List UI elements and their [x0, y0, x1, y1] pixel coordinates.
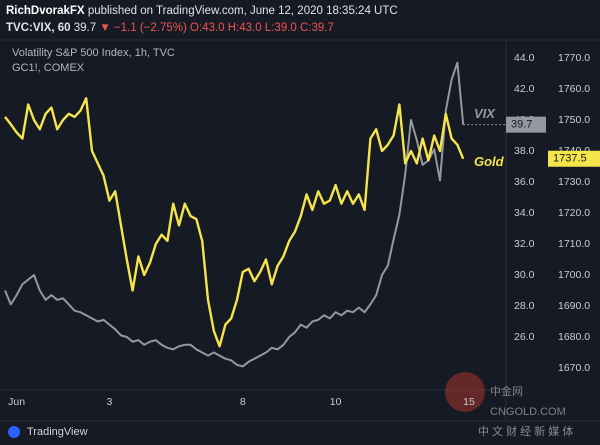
- y-tick-label: 34.0: [514, 207, 535, 219]
- y-tick-label: 44.0: [514, 52, 535, 64]
- y-tick-label: 28.0: [514, 300, 535, 312]
- published: published on TradingView.com, June 12, 2…: [88, 5, 398, 17]
- y2-tick-label: 1750.0: [558, 114, 590, 126]
- footer-logo: TradingView: [27, 426, 88, 438]
- watermark-tagline: 中 文 财 经 新 媒 体: [478, 424, 573, 438]
- header-line: RichDvorakFX published on TradingView.co…: [6, 5, 398, 17]
- y2-tick-label: 1720.0: [558, 207, 590, 219]
- annotation: Gold: [474, 154, 505, 169]
- quote-line: TVC:VIX, 60 39.7 ▼ −1.1 (−2.75%) O:43.0 …: [6, 22, 334, 34]
- y2-tick-label: 1670.0: [558, 362, 590, 374]
- legend-entry: Volatility S&P 500 Index, 1h, TVC: [12, 47, 175, 59]
- ohlc: O:43.0 H:43.0 L:39.0 C:39.7: [190, 22, 334, 34]
- price-tag-label: 1737.5: [553, 153, 587, 165]
- y-tick-label: 38.0: [514, 145, 535, 157]
- y2-tick-label: 1690.0: [558, 300, 590, 312]
- price-tag-label: 39.7: [511, 119, 532, 131]
- change: ▼ −1.1 (−2.75%): [99, 22, 187, 34]
- logo-icon: [8, 426, 20, 438]
- y2-tick-label: 1730.0: [558, 176, 590, 188]
- price-tag: [548, 150, 600, 167]
- y-tick-label: 32.0: [514, 238, 535, 250]
- y-tick-label: 42.0: [514, 83, 535, 95]
- y2-tick-label: 1680.0: [558, 331, 590, 343]
- series-line: [4, 97, 465, 348]
- y-tick-label: 30.0: [514, 269, 535, 281]
- y2-tick-label: 1710.0: [558, 238, 590, 250]
- series-line: [4, 61, 465, 368]
- symbol: TVC:VIX, 60: [6, 22, 71, 34]
- y2-tick-label: 1770.0: [558, 52, 590, 64]
- y-tick-label: 36.0: [514, 176, 535, 188]
- x-tick-label: 8: [240, 396, 246, 408]
- x-tick-label: 15: [463, 396, 475, 408]
- author: RichDvorakFX: [6, 5, 85, 17]
- x-tick-label: Jun: [8, 396, 25, 408]
- watermark: 中金网: [490, 384, 523, 398]
- x-tick-label: 3: [106, 396, 112, 408]
- y2-tick-label: 1760.0: [558, 83, 590, 95]
- price-tag: [506, 116, 546, 133]
- y2-tick-label: 1700.0: [558, 269, 590, 281]
- watermark-icon: [445, 372, 485, 412]
- watermark-url: CNGOLD.COM: [490, 406, 566, 418]
- y-tick-label: 26.0: [514, 331, 535, 343]
- annotation: VIX: [474, 106, 496, 121]
- legend-entry: GC1!, COMEX: [12, 62, 85, 74]
- x-tick-label: 10: [330, 396, 342, 408]
- last: 39.7: [74, 22, 96, 34]
